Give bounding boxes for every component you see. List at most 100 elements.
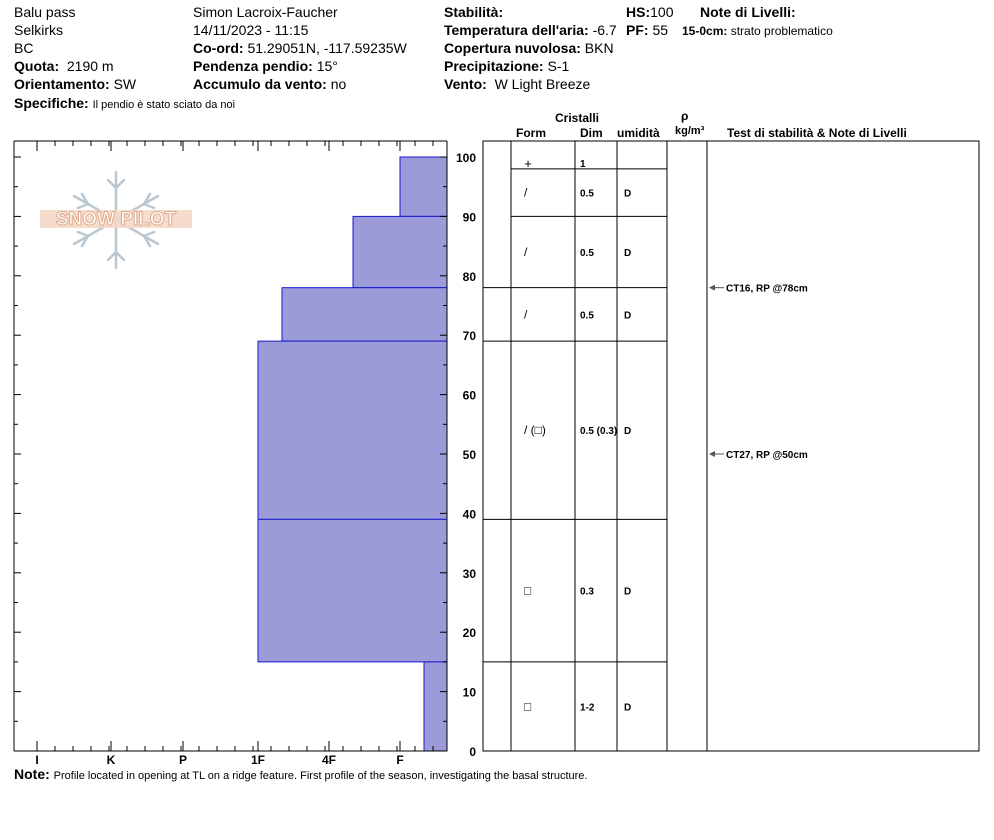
height-tick-label: 90 bbox=[463, 210, 477, 224]
moisture-value: D bbox=[624, 587, 631, 598]
wind: Vento: W Light Breeze bbox=[444, 76, 590, 92]
pf-label: PF: bbox=[626, 22, 649, 38]
grain-size: 0.5 bbox=[580, 310, 594, 321]
specifics-value: Il pendio è stato sciato da noi bbox=[92, 99, 236, 111]
coords-value: 51.29051N, -117.59235W bbox=[247, 40, 407, 56]
moisture-value: D bbox=[624, 310, 631, 321]
air-temperature: Temperatura dell'aria: -6.7 bbox=[444, 22, 617, 38]
elevation-label: Quota: bbox=[14, 58, 60, 74]
note-text: Profile located in opening at TL on a ri… bbox=[53, 770, 588, 782]
hardness-bar bbox=[257, 518, 448, 663]
sky-label: Copertura nuvolosa: bbox=[444, 40, 581, 56]
observer: Simon Lacroix-Faucher bbox=[193, 4, 338, 20]
mountain-range: Selkirks bbox=[14, 22, 64, 38]
specifics-label: Specifiche: bbox=[14, 95, 89, 111]
grain-form-icon: □ bbox=[524, 699, 531, 713]
aspect-label: Orientamento: bbox=[14, 76, 110, 92]
test-arrowhead bbox=[709, 284, 715, 291]
region: BC bbox=[14, 40, 34, 56]
density-unit: kg/m³ bbox=[675, 125, 705, 137]
grain-form-icon: / (□) bbox=[524, 423, 546, 437]
sky-cover: Copertura nuvolosa: BKN bbox=[444, 40, 614, 56]
grain-size: 0.3 bbox=[580, 587, 594, 598]
layer-notes-label: Note di Livelli: bbox=[700, 4, 796, 20]
moisture-value: D bbox=[624, 426, 631, 437]
size-heading: Dim bbox=[580, 126, 603, 140]
layer-table bbox=[482, 140, 980, 752]
hardness-bar bbox=[423, 661, 448, 752]
wind-label: Vento: bbox=[444, 76, 487, 92]
pf-value: 55 bbox=[652, 22, 669, 38]
total-depth: HS:100 bbox=[626, 4, 673, 20]
layer-note-text: strato problematico bbox=[730, 24, 833, 38]
penetration: PF: 55 bbox=[626, 22, 668, 38]
coords-label: Co-ord: bbox=[193, 40, 244, 56]
hardness-bar bbox=[257, 340, 448, 520]
hardness-bar bbox=[399, 156, 448, 217]
grain-form-icon: □ bbox=[524, 584, 531, 598]
precip-label: Precipitazione: bbox=[444, 58, 544, 74]
height-tick-label: 40 bbox=[463, 507, 477, 521]
hardness-tick-label: K bbox=[107, 753, 116, 767]
hardness-tick-label: P bbox=[179, 753, 187, 767]
height-tick-label: 100 bbox=[456, 151, 476, 165]
datetime: 14/11/2023 - 11:15 bbox=[193, 22, 309, 38]
stability-test-label: CT27, RP @50cm bbox=[726, 450, 808, 461]
hardness-tick-label: F bbox=[396, 753, 403, 767]
height-tick-label: 60 bbox=[463, 389, 477, 403]
stability-test-label: CT16, RP @78cm bbox=[726, 284, 808, 295]
hardness-bar bbox=[281, 287, 448, 342]
aspect: Orientamento: SW bbox=[14, 76, 136, 92]
slope: Pendenza pendio: 15° bbox=[193, 58, 338, 74]
air-temp-value: -6.7 bbox=[592, 22, 617, 38]
location: Balu pass bbox=[14, 4, 76, 20]
height-tick-label: 10 bbox=[463, 686, 477, 700]
grain-form-icon: / bbox=[524, 245, 528, 259]
slope-value: 15° bbox=[316, 58, 338, 74]
logo-text: SNOW PILOT bbox=[56, 209, 177, 230]
grain-size: 0.5 bbox=[580, 248, 594, 259]
hardness-tick-label: I bbox=[35, 753, 38, 767]
height-tick-label: 70 bbox=[463, 329, 477, 343]
grain-form-icon: / bbox=[524, 186, 528, 200]
form-heading: Form bbox=[516, 126, 546, 140]
height-tick-label: 80 bbox=[463, 270, 477, 284]
crystals-heading: Cristalli bbox=[555, 111, 600, 125]
grain-size: 0.5 bbox=[580, 189, 594, 200]
height-tick-label: 30 bbox=[463, 567, 477, 581]
moisture-value: D bbox=[624, 189, 631, 200]
hs-label: HS: bbox=[626, 4, 651, 20]
elevation-value: 2190 m bbox=[66, 58, 114, 74]
stability-label: Stabilità: bbox=[444, 4, 504, 20]
note-label: Note: bbox=[14, 766, 50, 782]
coordinates: Co-ord: 51.29051N, -117.59235W bbox=[193, 40, 407, 56]
hardness-tick-label: 4F bbox=[322, 753, 336, 767]
grain-form-icon: + bbox=[524, 156, 532, 171]
moisture-value: D bbox=[624, 702, 631, 713]
density-symbol: ρ bbox=[681, 109, 689, 123]
grain-size: 1 bbox=[580, 159, 586, 170]
wind-loading-label: Accumulo da vento: bbox=[193, 76, 327, 92]
hs-value: 100 bbox=[650, 4, 674, 20]
footer-note: Note: Profile located in opening at TL o… bbox=[14, 766, 587, 784]
sky-value: BKN bbox=[584, 40, 614, 56]
tests-heading: Test di stabilità & Note di Livelli bbox=[727, 126, 907, 140]
moisture-heading: umidità bbox=[617, 126, 660, 140]
test-arrowhead bbox=[709, 451, 715, 457]
air-temp-label: Temperatura dell'aria: bbox=[444, 22, 589, 38]
moisture-value: D bbox=[624, 248, 631, 259]
wind-loading-value: no bbox=[330, 76, 347, 92]
height-tick-label: 0 bbox=[469, 745, 476, 759]
aspect-value: SW bbox=[113, 76, 137, 92]
grain-form-icon: / bbox=[524, 307, 528, 321]
hardness-tick-label: 1F bbox=[251, 753, 265, 767]
precip-value: S-1 bbox=[547, 58, 570, 74]
height-tick-label: 50 bbox=[463, 448, 477, 462]
layer-note-depth: 15-0cm: bbox=[682, 24, 728, 38]
snowpilot-logo: SNOW PILOT bbox=[40, 170, 192, 270]
grain-size: 1-2 bbox=[580, 702, 595, 713]
height-tick-label: 20 bbox=[463, 626, 477, 640]
specifics: Specifiche: Il pendio è stato sciato da … bbox=[14, 95, 235, 113]
layer-note: 15-0cm: strato problematico bbox=[682, 23, 833, 39]
